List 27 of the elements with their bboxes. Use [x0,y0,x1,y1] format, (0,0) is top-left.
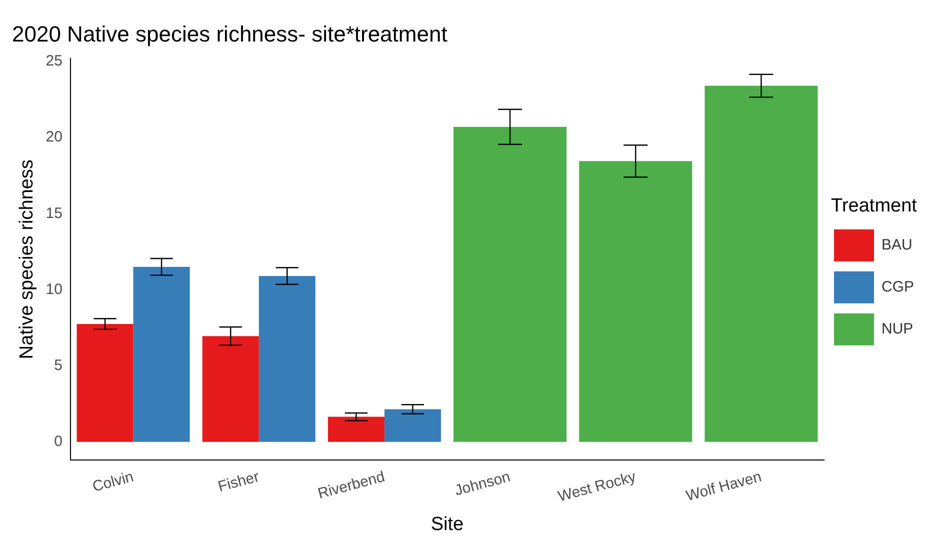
bar [202,336,259,442]
bar [76,324,134,442]
legend-label: NUP [881,320,914,338]
y-tick-label: 5 [54,356,62,374]
chart-title: 2020 Native species richness- site*treatment [12,21,448,46]
y-tick-label: 10 [46,280,62,298]
x-axis-title: Site [430,514,464,535]
legend-label: CGP [881,278,914,296]
bar [454,126,567,442]
bar [384,409,441,442]
y-tick-label: 20 [46,128,62,146]
bar [704,86,818,442]
bar [258,276,316,442]
bar [133,266,190,442]
x-tick-label: West Rocky [556,468,638,506]
legend-label: BAU [881,236,912,254]
bar [328,416,384,442]
x-tick-label: Fisher [216,468,261,496]
x-tick-label: Johnson [452,468,512,500]
y-axis-title: Native species richness [16,159,38,360]
x-tick-label: Wolf Haven [684,468,764,505]
y-tick-label: 15 [46,204,62,222]
x-tick-label: Colvin [90,468,136,496]
y-tick-label: 25 [46,52,62,70]
y-tick-label: 0 [54,433,62,450]
bar [579,161,692,442]
legend-title: Treatment [831,195,918,216]
